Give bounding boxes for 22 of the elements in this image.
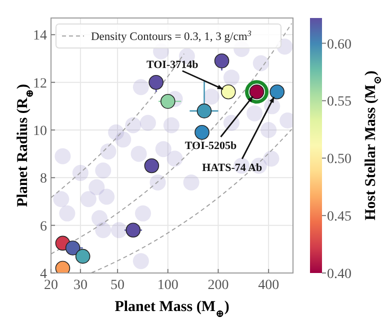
x-tick-label: 400 — [258, 278, 280, 293]
x-tick-label: 200 — [208, 278, 229, 293]
legend-label: Density Contours = 0.3, 1, 3 g/cm$^{3}$ — [91, 28, 252, 43]
y-tick-label: 12 — [33, 76, 47, 92]
x-tick-label: 20 — [44, 278, 58, 293]
y-tick-label: 6 — [40, 219, 47, 234]
x-tick-label: 100 — [157, 278, 178, 293]
y-tick-label: 8 — [40, 172, 47, 187]
color-bar-label: 0.55 — [327, 94, 352, 110]
y-tick-label: 14 — [33, 28, 47, 44]
annotation: TOI-3714b — [146, 58, 198, 71]
x-axis-title: Planet Mass (M$_{⊕}$) — [114, 299, 230, 320]
color-bar-label: 0.60 — [327, 37, 352, 52]
annotation: HATS-74 Ab — [202, 162, 262, 174]
x-tick-label: 30 — [73, 278, 88, 293]
x-tick-label: 50 — [110, 278, 125, 293]
color-bar-label: 0.45 — [327, 210, 352, 225]
annotation: TOI-5205b — [184, 140, 237, 152]
y-tick-label: 10 — [33, 124, 47, 140]
color-bar-label: 0.50 — [327, 152, 352, 168]
color-bar-label: 0.40 — [327, 267, 352, 282]
y-tick-label: 4 — [40, 267, 47, 282]
